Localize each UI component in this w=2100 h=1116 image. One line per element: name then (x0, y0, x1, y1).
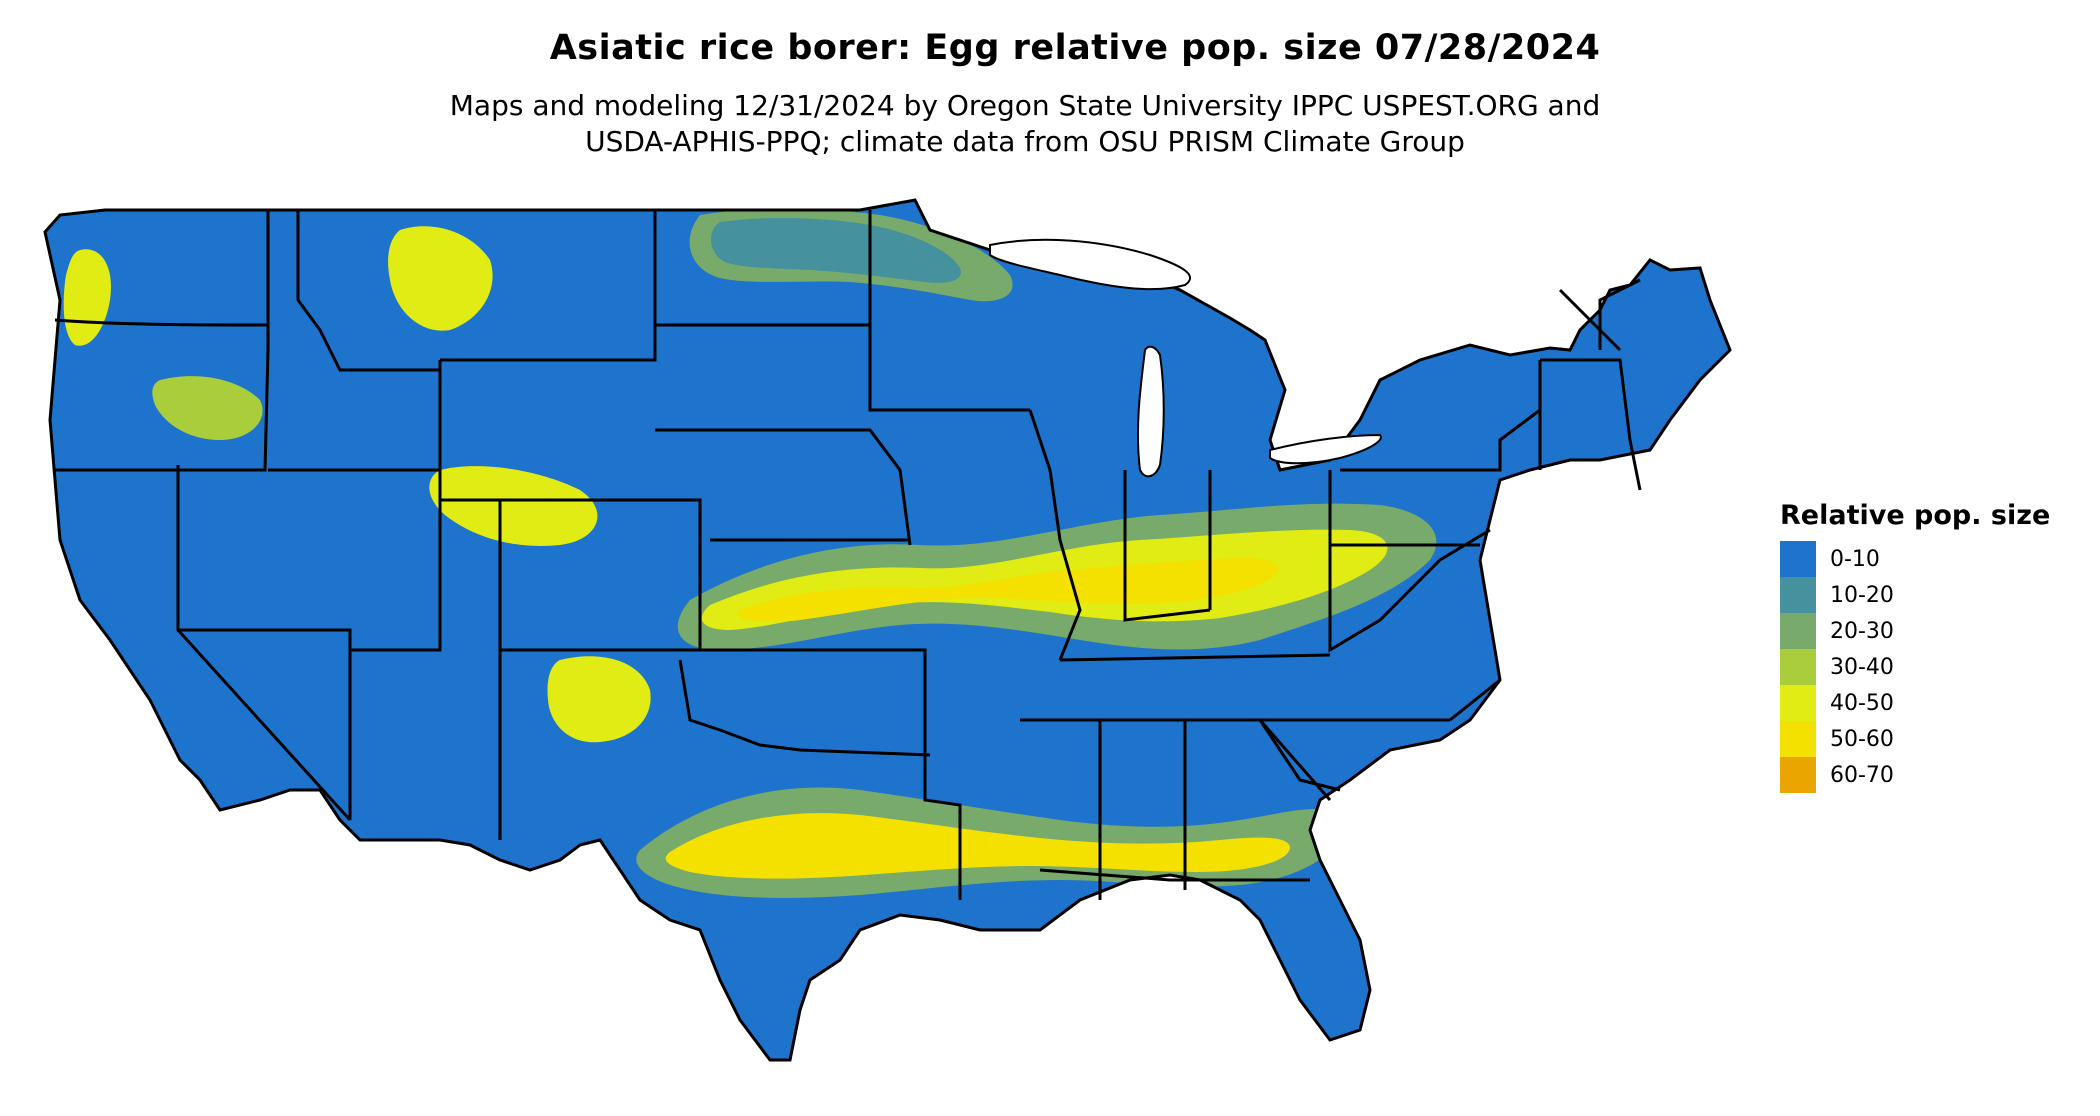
legend-swatch (1780, 685, 1816, 721)
state-line-32 (1540, 358, 1642, 491)
legend-label: 30-40 (1830, 654, 1894, 680)
zone-west-patch-4 (547, 656, 651, 743)
legend-item: 50-60 (1780, 721, 2080, 757)
state-line-33 (1558, 288, 1622, 352)
lake-superior (989, 238, 1192, 291)
legend-item: 30-40 (1780, 649, 2080, 685)
state-line-35 (1598, 278, 1641, 350)
legend-items: 0-10 10-20 20-30 30-40 40-50 50-60 60-70 (1780, 541, 2080, 793)
zone-south-band-core (665, 813, 1290, 879)
state-line-27 (1039, 868, 1310, 882)
state-line-2 (54, 318, 269, 327)
lake-michigan (1136, 345, 1165, 478)
great-lakes (989, 238, 1382, 478)
legend-item: 0-10 (1780, 541, 2080, 577)
legend-item: 20-30 (1780, 613, 2080, 649)
state-line-15 (678, 659, 931, 757)
state-line-17 (868, 210, 1030, 412)
legend-swatch (1780, 577, 1816, 613)
legend-label: 0-10 (1830, 546, 1880, 572)
state-line-26 (1258, 719, 1341, 792)
legend-label: 40-50 (1830, 690, 1894, 716)
state-line-8 (438, 360, 702, 650)
zone-west-patch-5 (152, 376, 263, 440)
legend-swatch (1780, 541, 1816, 577)
state-line-21 (1123, 470, 1211, 622)
zone-central-band-peak (738, 557, 1279, 622)
lake-erie (1269, 433, 1382, 465)
state-borders (43, 198, 1732, 1062)
state-line-16 (923, 650, 962, 900)
map-title-text: Asiatic rice borer: Egg relative pop. si… (549, 28, 1601, 68)
zone-west-patch-2 (429, 466, 598, 546)
state-line-6 (296, 210, 440, 372)
legend-item: 40-50 (1780, 685, 2080, 721)
legend-swatch (1780, 721, 1816, 757)
state-line-7 (440, 210, 657, 362)
zone-north-band-core (710, 218, 961, 283)
legend-item: 60-70 (1780, 757, 2080, 793)
legend-label: 60-70 (1830, 762, 1894, 788)
legend: Relative pop. size 0-10 10-20 20-30 30-40 40… (1780, 500, 2080, 793)
state-line-19 (1059, 653, 1331, 662)
legend-swatch (1780, 757, 1816, 793)
state-line-12 (655, 428, 912, 546)
state-line-28 (1328, 470, 1491, 653)
legend-label: 50-60 (1830, 726, 1894, 752)
state-line-1 (176, 210, 270, 472)
subtitle-line-2: USDA-APHIS-PPQ; climate data from OSU PR… (585, 125, 1465, 158)
legend-swatch (1780, 649, 1816, 685)
state-line-5 (268, 468, 442, 652)
legend-label: 10-20 (1830, 582, 1894, 608)
legend-swatch (1780, 613, 1816, 649)
legend-title: Relative pop. size (1780, 500, 2051, 531)
state-line-18 (1028, 409, 1082, 661)
subtitle-line-1: Maps and modeling 12/31/2024 by Oregon S… (449, 89, 1601, 122)
state-line-34 (1449, 678, 1501, 722)
map-subtitle: Maps and modeling 12/31/2024 by Oregon S… (230, 88, 1820, 160)
zone-west-patch-1 (388, 226, 493, 331)
state-line-3 (55, 468, 352, 822)
state-line-4 (178, 628, 352, 820)
legend-label: 20-30 (1830, 618, 1894, 644)
legend-item: 10-20 (1780, 577, 2080, 613)
state-line-30 (1340, 408, 1541, 472)
